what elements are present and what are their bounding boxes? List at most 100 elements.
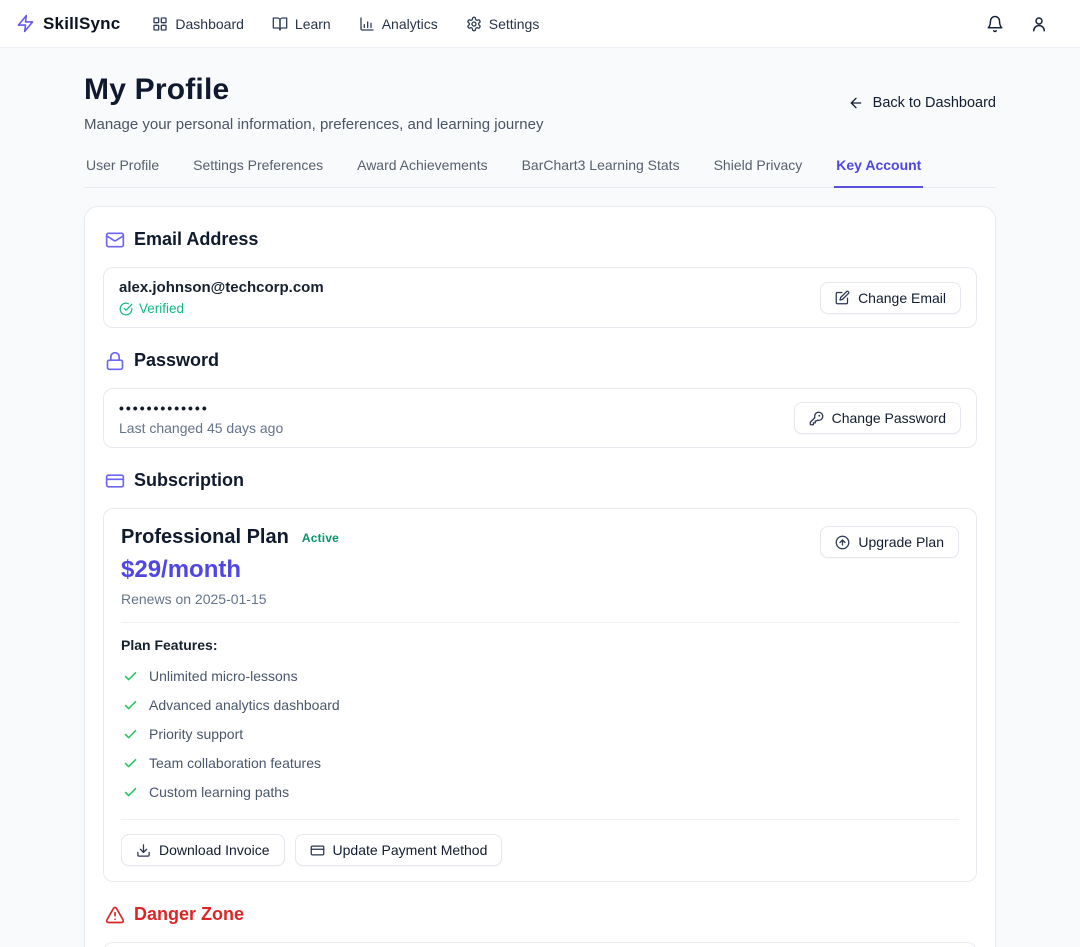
dashboard-grid-icon: [152, 16, 168, 32]
page-header: My Profile Manage your personal informat…: [84, 48, 996, 133]
update-payment-button[interactable]: Update Payment Method: [294, 834, 503, 866]
bell-icon[interactable]: [984, 13, 1006, 35]
email-card: alex.johnson@techcorp.com Verified Chang…: [103, 267, 977, 328]
nav-item-dashboard[interactable]: Dashboard: [150, 10, 246, 38]
plan-feature-item: Custom learning paths: [121, 780, 959, 804]
nav-item-label: Learn: [294, 15, 331, 32]
back-to-dashboard-link[interactable]: Back to Dashboard: [848, 95, 996, 111]
nav-item-analytics[interactable]: Analytics: [357, 10, 440, 38]
tab-privacy[interactable]: Shield Privacy: [713, 157, 803, 173]
page-title: My Profile: [84, 73, 230, 106]
page-header-text: My Profile Manage your personal informat…: [84, 73, 543, 133]
brand[interactable]: SkillSync: [16, 14, 120, 34]
plan-feature-item: Advanced analytics dashboard: [121, 693, 959, 717]
subscription-divider: [121, 819, 959, 820]
lock-icon: [105, 351, 125, 371]
verified-label: Verified: [139, 301, 185, 316]
account-panel: Email Address alex.johnson@techcorp.com …: [84, 206, 996, 947]
plan-price: $29/month: [121, 556, 242, 583]
plan-features-title: Plan Features:: [121, 637, 218, 653]
danger-zone-section: Danger Zone Delete Account Permanently d…: [103, 904, 977, 947]
email-value: alex.johnson@techcorp.com: [119, 279, 324, 296]
subscription-card: Professional Plan Active $29/month Renew…: [103, 508, 977, 882]
subscription-section-title: Subscription: [134, 470, 245, 490]
check-icon: [123, 756, 138, 771]
tab-learning-stats[interactable]: BarChart3 Learning Stats: [521, 157, 680, 173]
nav-item-label: Analytics: [381, 15, 438, 32]
plan-feature-label: Team collaboration features: [149, 755, 321, 771]
credit-card-icon: [310, 843, 325, 858]
check-icon: [123, 669, 138, 684]
upgrade-plan-label: Upgrade Plan: [858, 534, 944, 550]
subscription-section-heading: Subscription: [105, 470, 975, 491]
gear-icon: [466, 16, 482, 32]
tab-achievements[interactable]: Award Achievements: [357, 157, 488, 173]
email-section-title: Email Address: [134, 229, 259, 249]
bar-chart-icon: [359, 16, 375, 32]
subscription-section: Subscription Professional Plan Active $2…: [103, 470, 977, 882]
check-circle-icon: [119, 302, 133, 316]
check-icon: [123, 727, 138, 742]
back-link-label: Back to Dashboard: [872, 95, 996, 111]
plan-feature-label: Priority support: [149, 726, 244, 742]
email-section-heading: Email Address: [105, 229, 975, 250]
alert-triangle-icon: [105, 905, 125, 925]
password-info: ••••••••••••• Last changed 45 days ago: [119, 400, 283, 436]
tab-profile[interactable]: User Profile: [86, 157, 160, 173]
plan-renewal-date: Renews on 2025-01-15: [121, 591, 267, 607]
download-invoice-button[interactable]: Download Invoice: [121, 834, 285, 866]
update-payment-label: Update Payment Method: [332, 842, 488, 858]
nav-item-learn[interactable]: Learn: [270, 10, 333, 38]
password-last-changed: Last changed 45 days ago: [119, 420, 284, 436]
subscription-actions: Download Invoice Update Payment Method: [121, 834, 959, 866]
plan-name-line: Professional Plan Active: [121, 526, 339, 549]
nav-items: Dashboard Learn Analytics Settings: [150, 10, 541, 38]
change-email-button[interactable]: Change Email: [820, 281, 961, 314]
nav-item-settings[interactable]: Settings: [464, 10, 542, 38]
password-section-heading: Password: [105, 350, 975, 371]
download-icon: [136, 843, 151, 858]
nav-item-label: Settings: [488, 15, 540, 32]
plan-features-list: Unlimited micro-lessons Advanced analyti…: [121, 664, 959, 804]
plan-feature-label: Unlimited micro-lessons: [149, 668, 298, 684]
plan-feature-label: Advanced analytics dashboard: [149, 697, 340, 713]
danger-zone-heading: Danger Zone: [105, 904, 975, 925]
nav-item-label: Dashboard: [175, 15, 244, 32]
nav-right: [984, 13, 1050, 35]
book-open-icon: [272, 16, 288, 32]
tab-preferences[interactable]: Settings Preferences: [193, 157, 324, 173]
plan-info: Professional Plan Active $29/month Renew…: [121, 526, 339, 607]
password-section-title: Password: [134, 350, 220, 370]
email-info: alex.johnson@techcorp.com Verified: [119, 279, 324, 316]
mail-icon: [105, 230, 125, 250]
password-masked-value: •••••••••••••: [119, 400, 209, 416]
danger-zone-title: Danger Zone: [134, 904, 245, 924]
profile-tabs: User Profile Settings Preferences Award …: [84, 157, 996, 188]
plan-feature-item: Unlimited micro-lessons: [121, 664, 959, 688]
check-icon: [123, 785, 138, 800]
user-icon[interactable]: [1028, 13, 1050, 35]
plan-feature-item: Team collaboration features: [121, 751, 959, 775]
check-icon: [123, 698, 138, 713]
plan-feature-item: Priority support: [121, 722, 959, 746]
subscription-top-row: Professional Plan Active $29/month Renew…: [121, 526, 959, 607]
arrow-left-icon: [848, 95, 864, 111]
plan-feature-label: Custom learning paths: [149, 784, 290, 800]
email-section: Email Address alex.johnson@techcorp.com …: [103, 229, 977, 328]
page-subtitle: Manage your personal information, prefer…: [84, 116, 544, 133]
plan-name: Professional Plan: [121, 526, 289, 548]
subscription-divider: [121, 622, 959, 623]
change-password-button[interactable]: Change Password: [793, 402, 961, 434]
change-email-label: Change Email: [858, 289, 946, 306]
key-icon: [809, 411, 824, 426]
upgrade-plan-button[interactable]: Upgrade Plan: [820, 526, 959, 558]
password-section: Password ••••••••••••• Last changed 45 d…: [103, 350, 977, 448]
tab-account[interactable]: Key Account: [834, 157, 924, 188]
edit-icon: [835, 290, 850, 305]
password-card: ••••••••••••• Last changed 45 days ago C…: [103, 388, 977, 448]
email-verified-status: Verified: [119, 301, 324, 316]
brand-name: SkillSync: [43, 13, 121, 33]
top-nav: SkillSync Dashboard Learn Analytics Sett…: [0, 0, 1080, 48]
circle-arrow-up-icon: [835, 535, 850, 550]
plan-status-badge: Active: [301, 530, 340, 545]
